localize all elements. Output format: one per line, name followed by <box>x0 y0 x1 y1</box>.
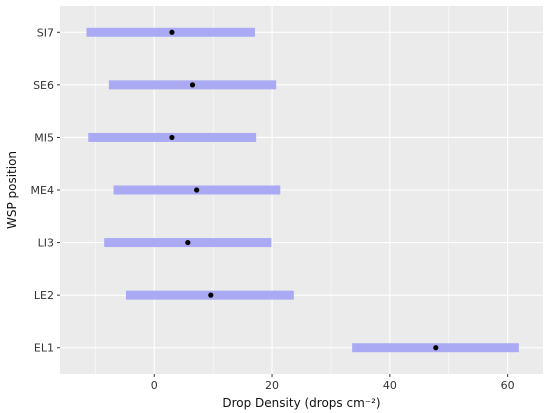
y-tick-label-SI7: SI7 <box>37 26 54 39</box>
mean-point-MI5 <box>169 134 175 141</box>
mean-point-SI7 <box>169 29 175 35</box>
y-axis-title: WSP position <box>5 151 19 229</box>
x-tick-label: 20 <box>265 379 279 392</box>
mean-point-ME4 <box>194 187 200 193</box>
y-tick-label-LE2: LE2 <box>34 289 54 302</box>
mean-point-SE6 <box>189 82 196 88</box>
x-tick-label: 60 <box>501 379 515 392</box>
x-tick-label: 0 <box>151 379 158 392</box>
y-tick-label-LI3: LI3 <box>38 237 54 250</box>
y-tick-label-SE6: SE6 <box>33 79 54 92</box>
x-tick-label: 40 <box>383 379 397 392</box>
x-axis-title: Drop Density (drops cm⁻²) <box>222 396 380 410</box>
y-tick-label-EL1: EL1 <box>34 342 54 355</box>
mean-point-EL1 <box>433 345 439 351</box>
x-axis-ticks: 0 20 40 60 <box>151 374 515 392</box>
mean-point-LE2 <box>208 292 214 298</box>
y-tick-label-MI5: MI5 <box>34 131 54 144</box>
mean-point-LI3 <box>185 239 191 246</box>
mean-points <box>169 29 439 351</box>
y-axis-ticks: SI7 SE6 MI5 ME4 LI3 LE2 EL1 <box>31 26 60 355</box>
y-tick-label-ME4: ME4 <box>31 184 54 197</box>
